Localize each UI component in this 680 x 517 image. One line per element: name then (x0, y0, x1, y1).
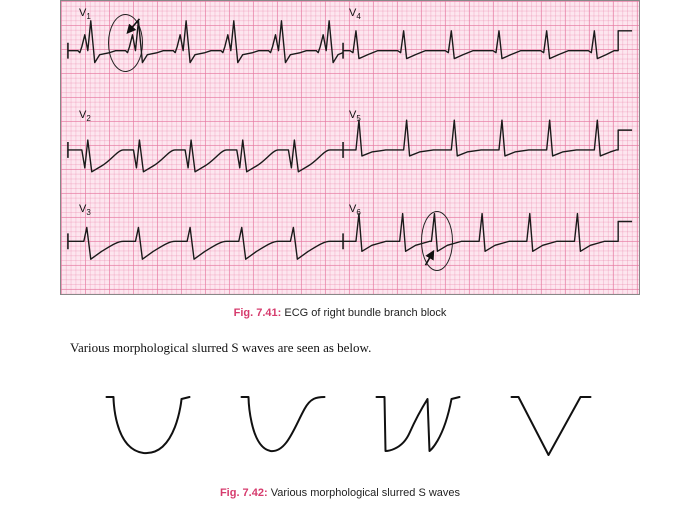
ecg-traces (61, 1, 639, 294)
s-wave-shape (377, 397, 460, 451)
body-text: Various morphological slurred S waves ar… (70, 340, 371, 356)
s-wave-shape (107, 397, 190, 453)
figure-caption-741: Fig. 7.41: ECG of right bundle branch bl… (0, 307, 680, 319)
figure-caption-742: Fig. 7.42: Various morphological slurred… (0, 487, 680, 499)
figure-label: Fig. 7.41: (234, 307, 282, 319)
figure-caption-text: Various morphological slurred S waves (268, 487, 460, 499)
annotation-arrow-v6 (425, 251, 433, 265)
figure-label: Fig. 7.42: (220, 487, 268, 499)
s-wave-shape (512, 397, 591, 455)
s-waves-figure (80, 383, 620, 468)
s-wave-shape (242, 397, 325, 451)
ecg-strip: V1 V2 V3 V4 V5 V6 (60, 0, 640, 295)
figure-caption-text: ECG of right bundle branch block (281, 307, 446, 319)
